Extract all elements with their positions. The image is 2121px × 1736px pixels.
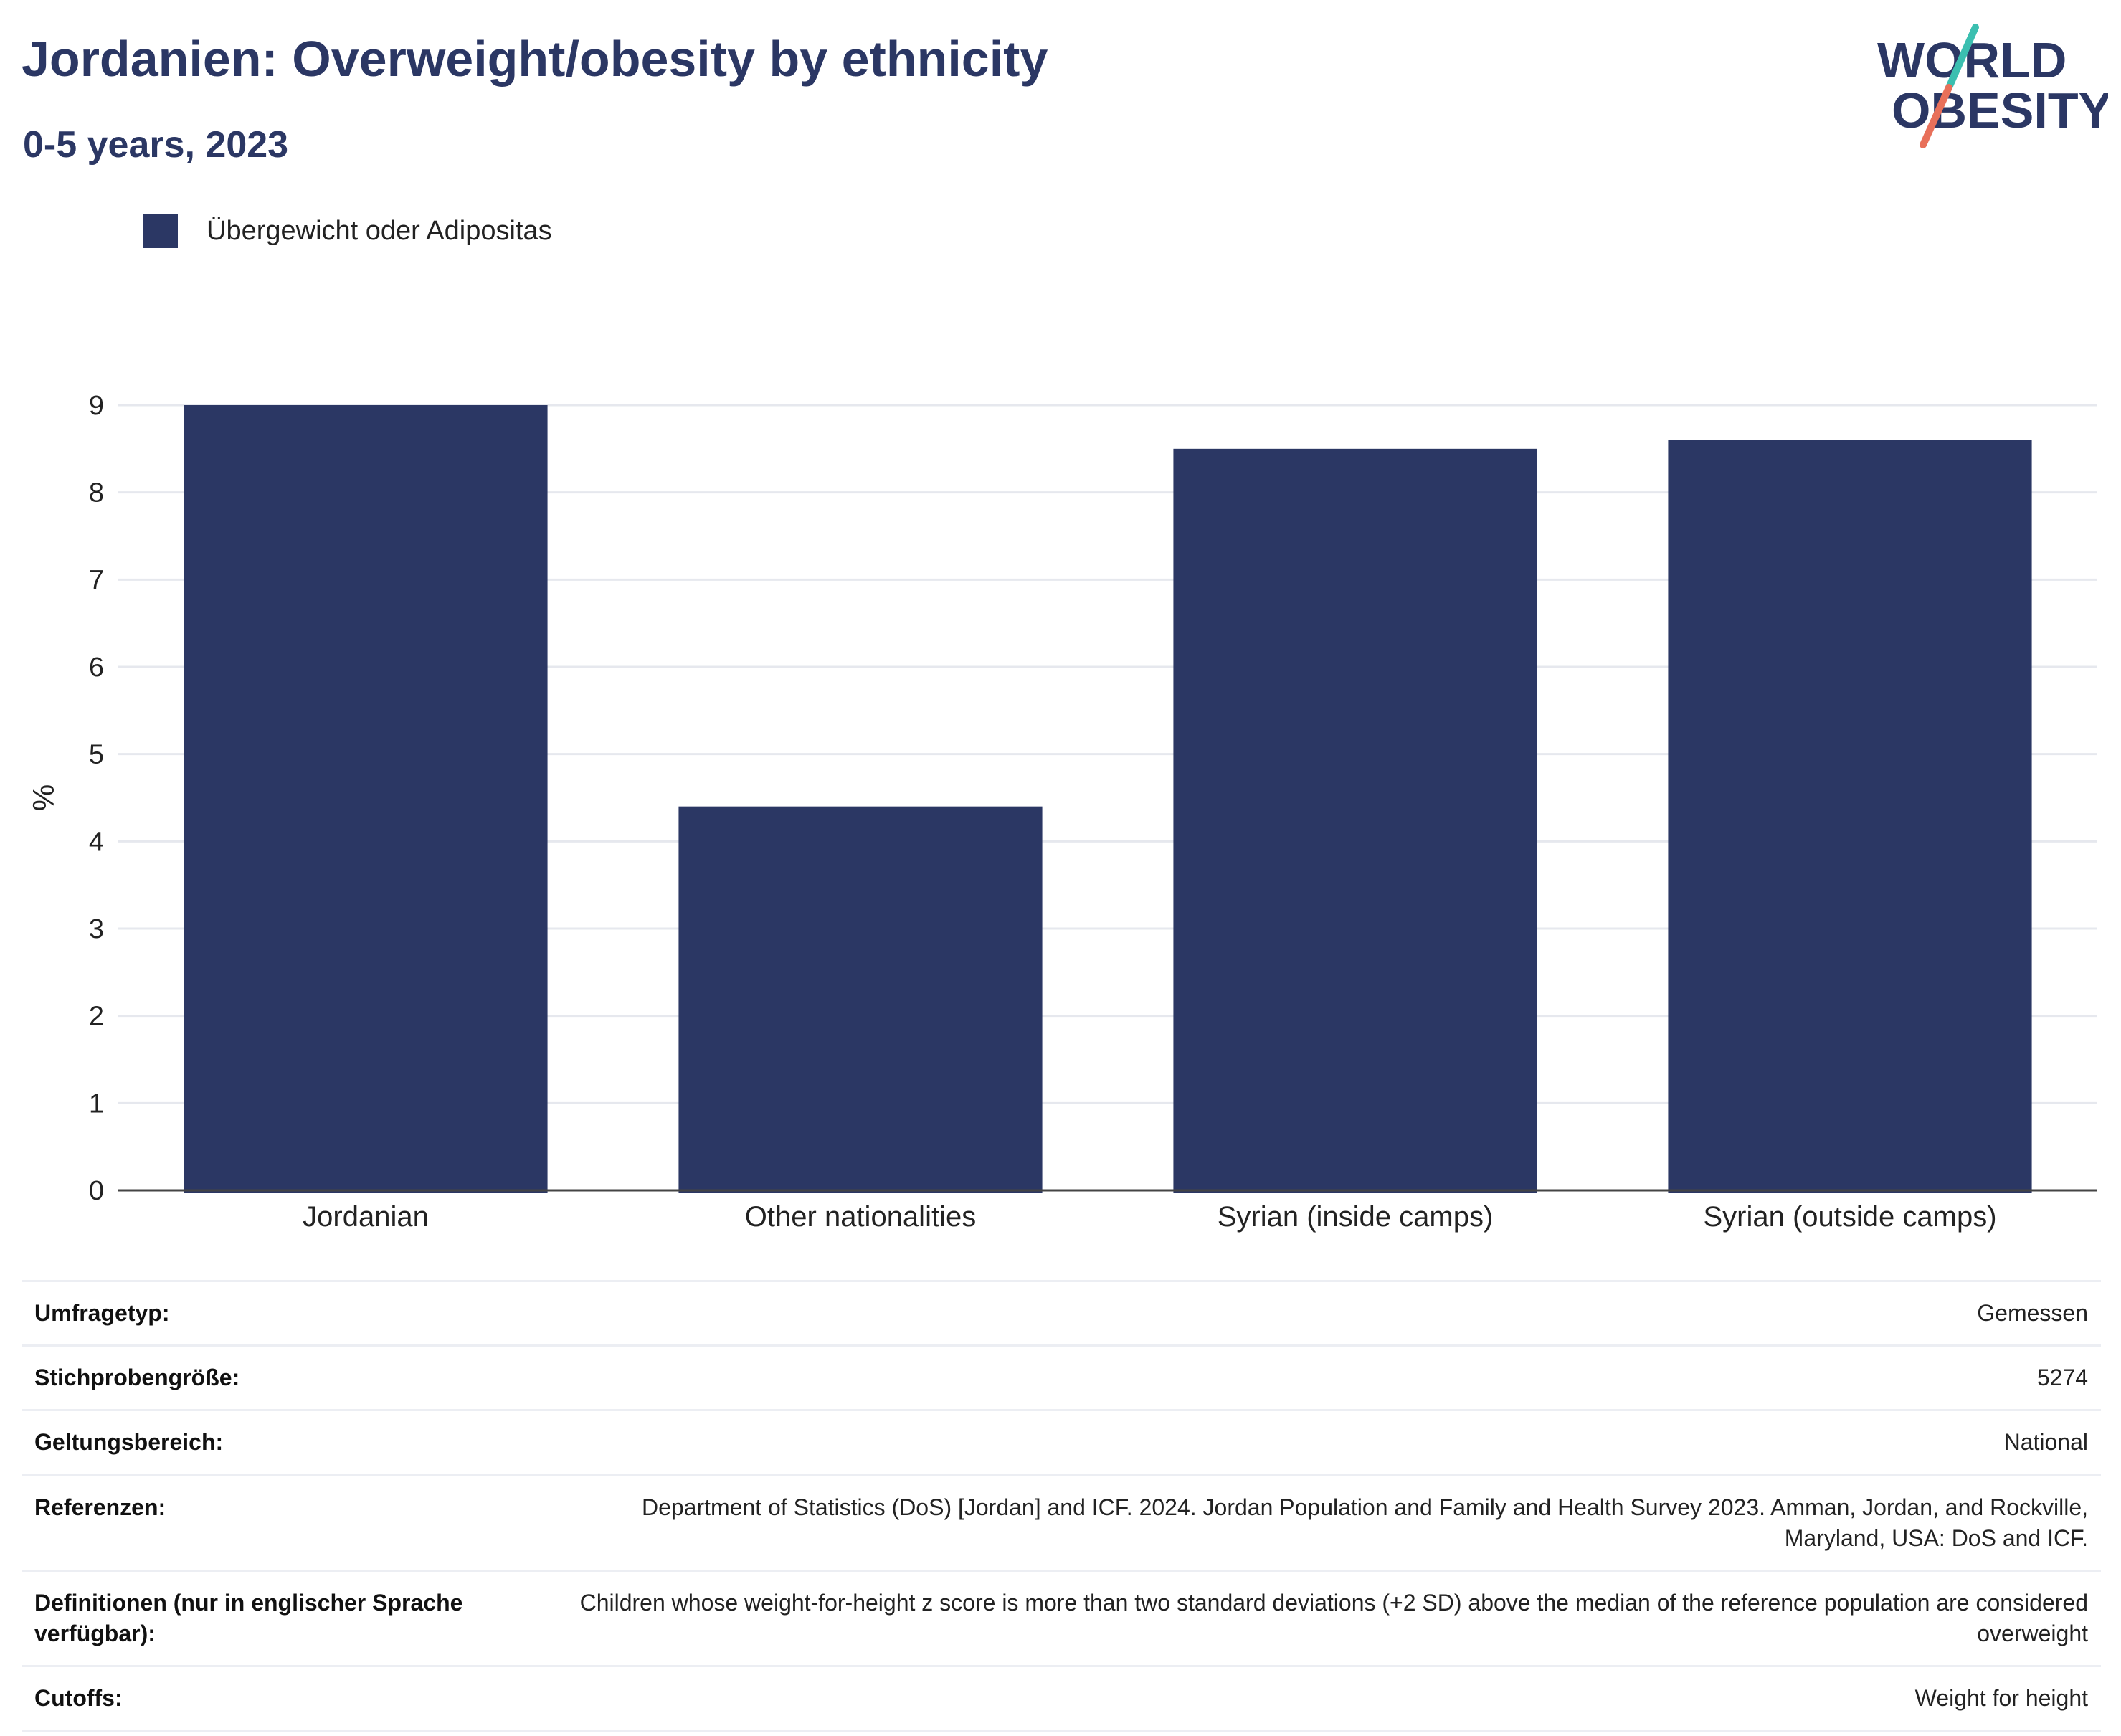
x-tick-label: Other nationalities [745, 1201, 976, 1233]
y-tick-label: 2 [89, 1002, 104, 1032]
y-tick-label: 1 [89, 1088, 104, 1119]
y-tick-label: 6 [89, 653, 104, 683]
y-tick-label: 4 [89, 827, 104, 857]
bar [678, 806, 1043, 1193]
info-table: Umfragetyp: Gemessen Stichprobengröße: 5274… [22, 1279, 2101, 1732]
info-row: Definitionen (nur in englischer Sprache … [22, 1569, 2101, 1666]
info-value: National [549, 1409, 2101, 1476]
legend-label: Übergewicht oder Adipositas [207, 215, 552, 246]
y-tick-label: 0 [89, 1176, 104, 1206]
info-row: Cutoffs: Weight for height [22, 1665, 2101, 1732]
logo-slash-coral [1920, 84, 1952, 148]
legend[interactable]: Übergewicht oder Adipositas [143, 214, 552, 248]
y-tick-label: 5 [89, 740, 104, 770]
info-key: Geltungsbereich: [22, 1409, 549, 1476]
info-row: Stichprobengröße: 5274 [22, 1344, 2101, 1410]
info-row: Geltungsbereich: National [22, 1409, 2101, 1476]
info-value: Children whose weight-for-height z score… [549, 1569, 2101, 1666]
y-axis-label: % [27, 784, 60, 811]
page-subtitle: 0-5 years, 2023 [23, 124, 289, 166]
info-key: Stichprobengröße: [22, 1344, 549, 1410]
x-tick-label: Syrian (outside camps) [1703, 1201, 1996, 1233]
info-key: Umfragetyp: [22, 1279, 549, 1346]
logo-line2: OBESITY [1892, 82, 2108, 138]
y-tick-label: 3 [89, 914, 104, 944]
info-row: Referenzen: Department of Statistics (DoS… [22, 1474, 2101, 1571]
logo-slash-teal [1945, 24, 1979, 91]
x-tick-label: Jordanian [303, 1201, 429, 1233]
y-tick-label: 7 [89, 565, 104, 595]
info-value: 5274 [549, 1344, 2101, 1410]
info-value: Gemessen [549, 1279, 2101, 1346]
bar [1173, 448, 1537, 1194]
info-key: Referenzen: [22, 1474, 549, 1571]
legend-swatch [143, 214, 178, 248]
bar [1668, 440, 2032, 1193]
y-tick-label: 9 [89, 391, 104, 421]
page-title: Jordanien: Overweight/obesity by ethnici… [22, 31, 1048, 87]
info-key: Definitionen (nur in englischer Sprache … [22, 1569, 549, 1666]
bar [184, 405, 548, 1193]
bar-chart: 0 1 2 3 4 5 6 7 8 9% Jordanian Other nationalities S… [27, 391, 2097, 1233]
x-tick-label: Syrian (inside camps) [1218, 1201, 1494, 1233]
world-obesity-logo: WORLD OBESITY [1877, 24, 2108, 148]
info-value: Department of Statistics (DoS) [Jordan] … [549, 1474, 2101, 1571]
info-key: Cutoffs: [22, 1665, 549, 1732]
info-row: Umfragetyp: Gemessen [22, 1279, 2101, 1346]
info-value: Weight for height [549, 1665, 2101, 1732]
y-tick-label: 8 [89, 478, 104, 508]
